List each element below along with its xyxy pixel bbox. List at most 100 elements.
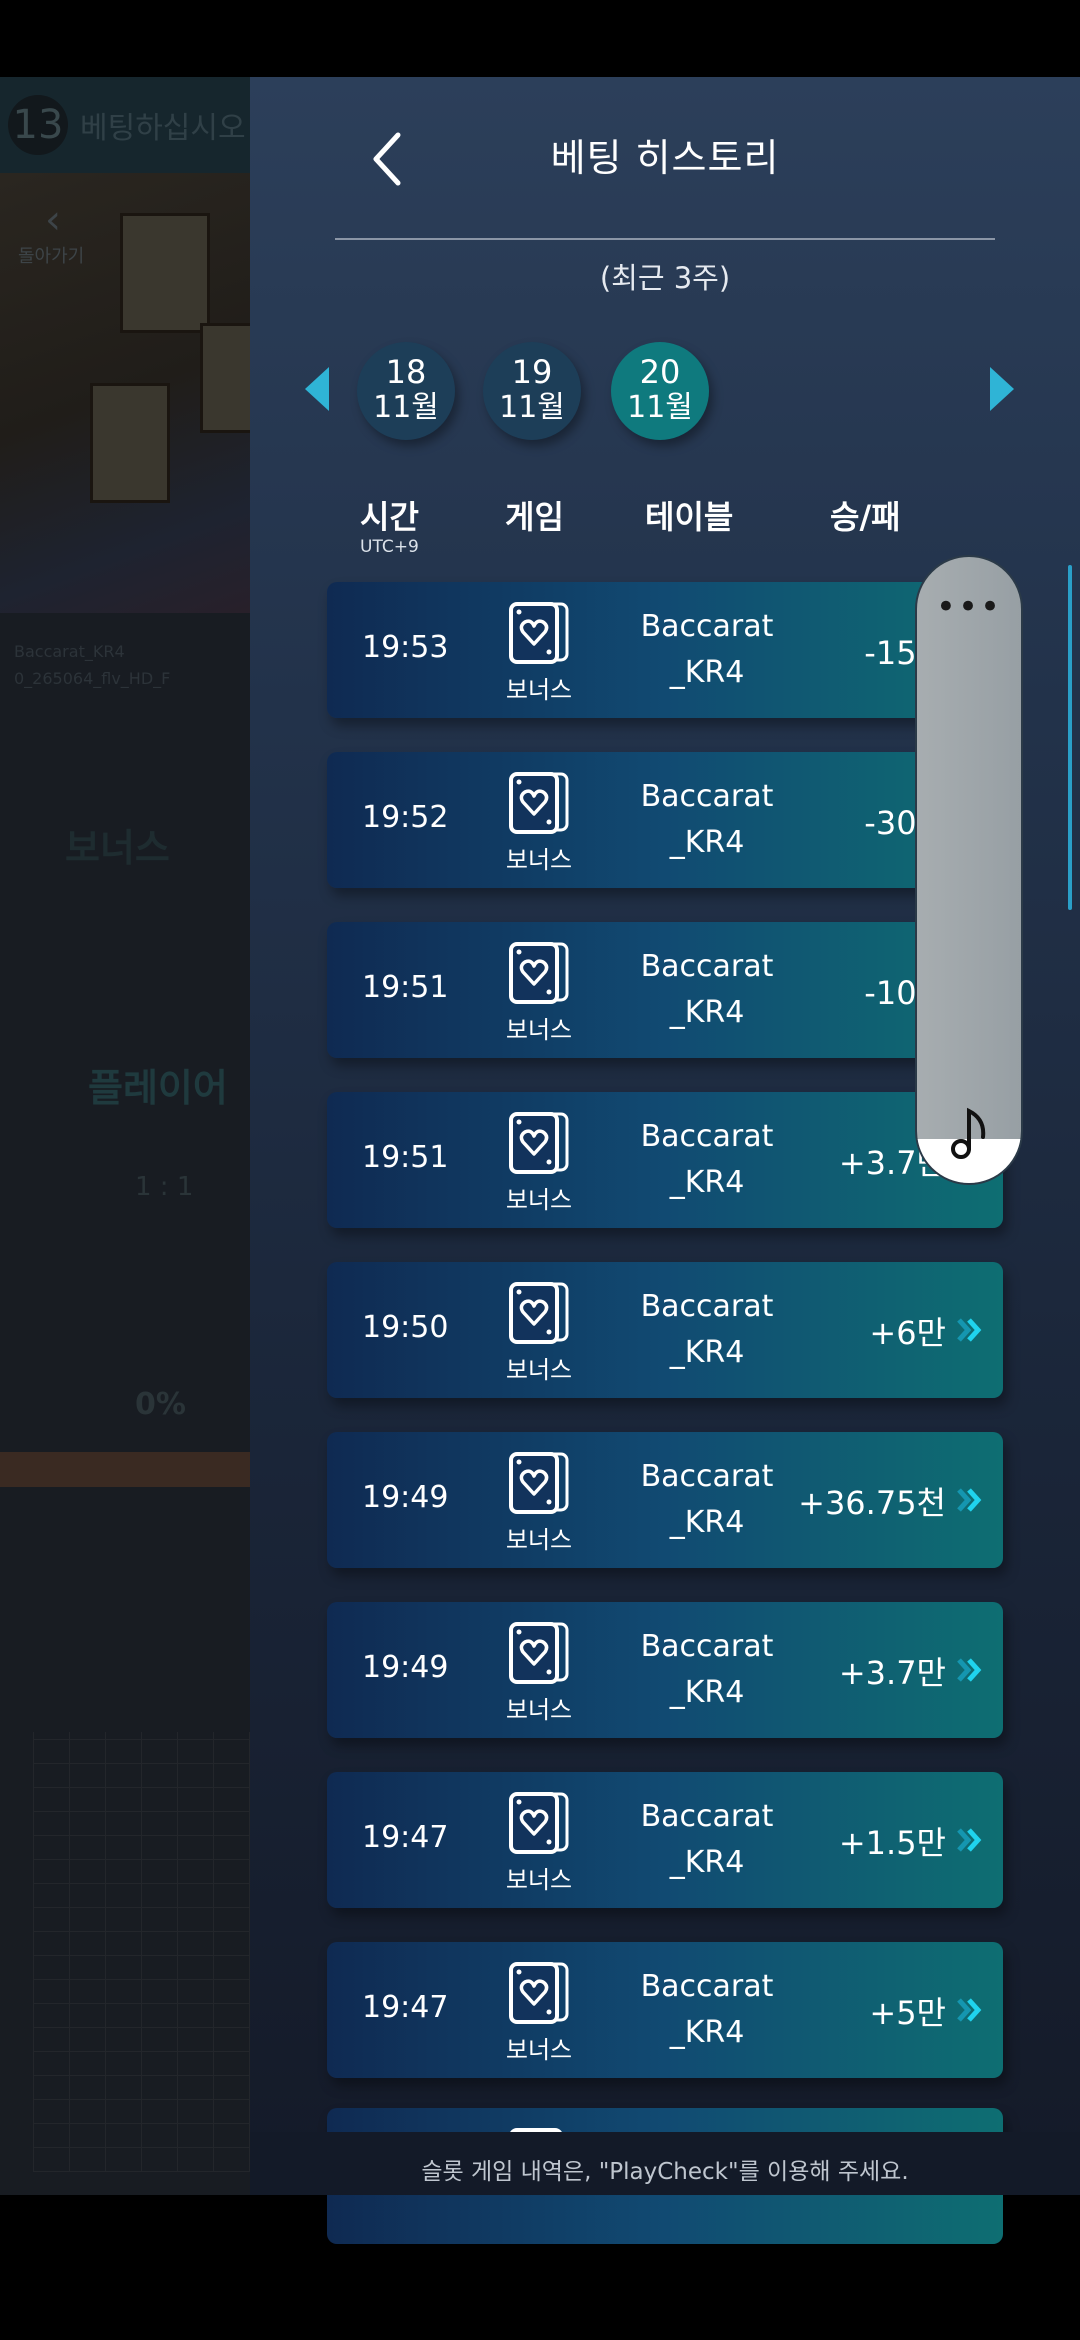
- table-row[interactable]: 19:51 보너스 Baccarat _KR4 +3.7만: [327, 1092, 1003, 1228]
- bet-area-bonus: 보너스: [65, 826, 170, 870]
- prev-date-arrow-icon[interactable]: [305, 367, 329, 411]
- stream-id: 0_265064_flv_HD_F: [14, 669, 171, 688]
- row-game: 보너스: [505, 1186, 573, 1214]
- payout-ratio: 1 : 1: [135, 1172, 194, 1202]
- double-chevron-right-icon[interactable]: [955, 1824, 987, 1856]
- row-result: +5만: [869, 1994, 946, 2032]
- date-day: 20: [639, 353, 681, 391]
- live-video: [0, 173, 250, 613]
- table-name-line1: Baccarat: [640, 779, 774, 814]
- card-heart-icon: [509, 1962, 569, 2024]
- row-table: Baccarat _KR4: [617, 604, 797, 696]
- lamp-image: [90, 383, 170, 503]
- card-heart-icon: [509, 942, 569, 1004]
- background-game-view: 13 베팅하십시오 ‹ 돌아가기 Baccarat_KR4 0_265064_f…: [0, 77, 250, 2195]
- table-row[interactable]: 19:52 보너스 Baccarat _KR4 -30만: [327, 752, 1003, 888]
- card-heart-icon: [509, 1112, 569, 1174]
- card-heart-icon: [509, 1282, 569, 1344]
- table-name-line2: _KR4: [669, 1165, 745, 1200]
- scrollbar[interactable]: [1068, 565, 1072, 910]
- double-chevron-right-icon[interactable]: [955, 1994, 987, 2026]
- row-game: 보너스: [505, 1526, 573, 1554]
- row-result: +3.7만: [838, 1654, 946, 1692]
- row-table: Baccarat _KR4: [617, 1964, 797, 2056]
- column-header-game: 게임: [505, 498, 564, 536]
- double-chevron-right-icon[interactable]: [955, 1484, 987, 1516]
- road-map: [33, 1732, 250, 2172]
- card-heart-icon: [509, 602, 569, 664]
- card-heart-icon: [509, 1452, 569, 1514]
- row-table: Baccarat _KR4: [617, 774, 797, 866]
- game-back-icon: ‹: [45, 197, 61, 243]
- bet-area-player: 플레이어: [88, 1066, 228, 1110]
- row-game: 보너스: [505, 1696, 573, 1724]
- table-row[interactable]: 19:47 보너스 Baccarat _KR4 +5만: [327, 1942, 1003, 2078]
- row-time: 19:49: [362, 1480, 449, 1515]
- table-row[interactable]: 19:51 보너스 Baccarat _KR4 -10만: [327, 922, 1003, 1058]
- table-name-line2: _KR4: [669, 1335, 745, 1370]
- table-name-line1: Baccarat: [640, 1969, 774, 2004]
- table-row[interactable]: 19:47 보너스 Baccarat _KR4 +1.5만: [327, 1772, 1003, 1908]
- footer-note: 슬롯 게임 내역은, "PlayCheck"를 이용해 주세요.: [250, 2132, 1080, 2195]
- floating-menu[interactable]: •••: [915, 555, 1023, 1185]
- row-table: Baccarat _KR4: [617, 944, 797, 1036]
- date-18[interactable]: 18 11월: [357, 342, 455, 440]
- column-header-table: 테이블: [645, 498, 734, 536]
- double-chevron-right-icon[interactable]: [955, 1314, 987, 1346]
- table-row[interactable]: 19:49 보너스 Baccarat _KR4 +36.75천: [327, 1432, 1003, 1568]
- column-header-time: 시간: [360, 498, 419, 536]
- lamp-image: [120, 213, 210, 333]
- row-game: 보너스: [505, 846, 573, 874]
- card-heart-icon: [509, 1622, 569, 1684]
- date-20-selected[interactable]: 20 11월: [611, 342, 709, 440]
- chevron-left-icon[interactable]: [368, 129, 408, 189]
- table-name-line2: _KR4: [669, 995, 745, 1030]
- divider: [335, 238, 995, 240]
- game-status-bar: 13 베팅하십시오: [0, 77, 250, 173]
- row-game: 보너스: [505, 2036, 573, 2064]
- bet-percent: 0%: [135, 1387, 186, 1422]
- table-row[interactable]: 19:53 보너스 Baccarat _KR4 -15만: [327, 582, 1003, 718]
- column-header-result: 승/패: [830, 498, 901, 536]
- period-subtitle: (최근 3주): [599, 261, 731, 295]
- row-game: 보너스: [505, 1356, 573, 1384]
- row-time: 19:50: [362, 1310, 449, 1345]
- table-row[interactable]: 19:50 보너스 Baccarat _KR4 +6만: [327, 1262, 1003, 1398]
- date-19[interactable]: 19 11월: [483, 342, 581, 440]
- row-result: +6만: [869, 1314, 946, 1352]
- table-name-line2: _KR4: [669, 1675, 745, 1710]
- table-name-line1: Baccarat: [640, 1119, 774, 1154]
- next-date-arrow-icon[interactable]: [990, 367, 1014, 411]
- card-heart-icon: [509, 772, 569, 834]
- table-name-line2: _KR4: [669, 825, 745, 860]
- row-time: 19:51: [362, 970, 449, 1005]
- table-name-line1: Baccarat: [640, 1289, 774, 1324]
- timezone-label: UTC+9: [360, 537, 419, 557]
- table-name-line2: _KR4: [669, 655, 745, 690]
- card-heart-icon: [509, 1792, 569, 1854]
- double-chevron-right-icon[interactable]: [955, 1654, 987, 1686]
- game-status-text: 베팅하십시오: [80, 111, 246, 146]
- table-name-line1: Baccarat: [640, 1459, 774, 1494]
- date-month: 11월: [373, 390, 439, 425]
- lamp-image: [200, 323, 250, 433]
- game-back-label: 돌아가기: [18, 246, 85, 267]
- ellipsis-icon[interactable]: •••: [935, 587, 1003, 627]
- music-note-icon[interactable]: [949, 1105, 991, 1161]
- table-name-line1: Baccarat: [640, 949, 774, 984]
- row-table: Baccarat _KR4: [617, 1114, 797, 1206]
- table-name-line2: _KR4: [669, 2015, 745, 2050]
- row-table: Baccarat _KR4: [617, 1284, 797, 1376]
- table-row[interactable]: 19:49 보너스 Baccarat _KR4 +3.7만: [327, 1602, 1003, 1738]
- table-name-line1: Baccarat: [640, 1629, 774, 1664]
- table-name-line1: Baccarat: [640, 1799, 774, 1834]
- countdown-timer: 13: [8, 95, 68, 155]
- row-game: 보너스: [505, 1016, 573, 1044]
- row-time: 19:51: [362, 1140, 449, 1175]
- date-day: 18: [385, 353, 427, 391]
- page-title: 베팅 히스토리: [550, 136, 780, 180]
- row-game: 보너스: [505, 1866, 573, 1894]
- row-table: Baccarat _KR4: [617, 1794, 797, 1886]
- date-month: 11월: [499, 390, 565, 425]
- row-time: 19:49: [362, 1650, 449, 1685]
